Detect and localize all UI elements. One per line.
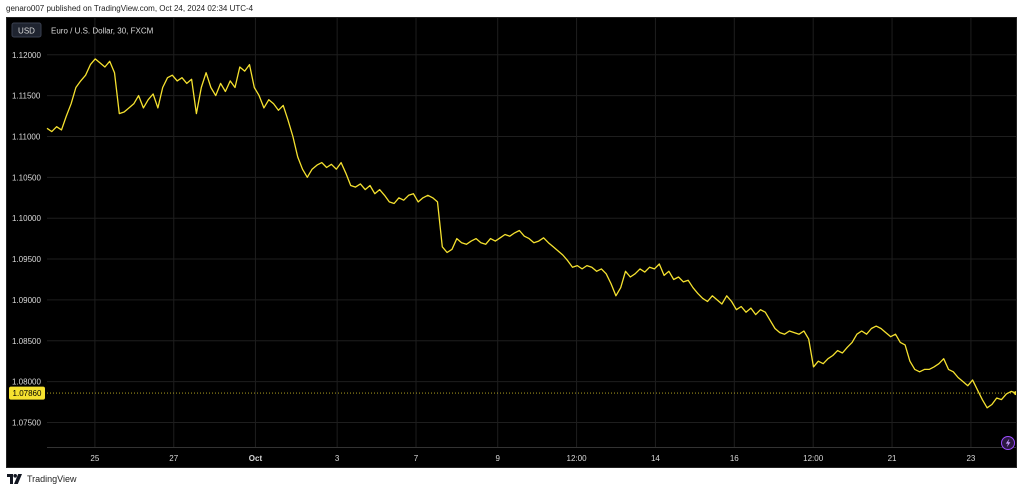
lightning-icon[interactable] [1001, 436, 1015, 450]
last-price-label: 1.07860 [13, 389, 42, 398]
price-chart[interactable]: 1.12000 1.11500 1.11000 1.10500 1.10000 1.095… [7, 18, 1018, 467]
y-tick-label: 1.09000 [12, 296, 41, 305]
x-tick-label: 12:00 [803, 454, 824, 463]
published-line: genaro007 published on TradingView.com, … [6, 4, 254, 13]
y-tick-label: 1.08500 [12, 337, 41, 346]
price-series [46, 58, 1018, 409]
symbol-legend: Euro / U.S. Dollar, 30, FXCM [51, 27, 154, 36]
x-tick-label: 9 [495, 454, 500, 463]
y-tick-label: 1.10500 [12, 173, 41, 182]
x-tick-label: 23 [966, 454, 975, 463]
x-tick-label: 21 [888, 454, 897, 463]
y-tick-label: 1.10000 [12, 214, 41, 223]
currency-badge-label: USD [18, 27, 35, 36]
x-tick-label: 16 [730, 454, 739, 463]
x-tick-label: 25 [90, 454, 99, 463]
chart-panel[interactable]: 1.12000 1.11500 1.11000 1.10500 1.10000 1.095… [6, 17, 1018, 468]
axes: 1.12000 1.11500 1.11000 1.10500 1.10000 1.095… [9, 51, 1016, 463]
x-tick-label: 7 [414, 454, 419, 463]
footer: TradingView [7, 474, 77, 484]
y-tick-label: 1.11000 [12, 132, 41, 141]
y-tick-label: 1.07500 [12, 418, 41, 427]
x-tick-label: 14 [651, 454, 660, 463]
price-line [46, 58, 1017, 409]
y-tick-label: 1.09500 [12, 255, 41, 264]
last-price-badge [9, 386, 45, 400]
currency-badge[interactable]: USD [11, 22, 42, 38]
brand-name: TradingView [27, 474, 77, 484]
tradingview-logo-icon [7, 474, 23, 484]
x-tick-label: 12:00 [567, 454, 588, 463]
x-tick-label: Oct [249, 454, 263, 463]
x-tick-label: 27 [169, 454, 178, 463]
y-tick-label: 1.08000 [12, 378, 41, 387]
x-tick-label: 3 [335, 454, 340, 463]
last-price-dot [1014, 391, 1018, 396]
grid [47, 18, 1016, 447]
y-tick-label: 1.11500 [12, 92, 41, 101]
y-tick-label: 1.12000 [12, 51, 41, 60]
